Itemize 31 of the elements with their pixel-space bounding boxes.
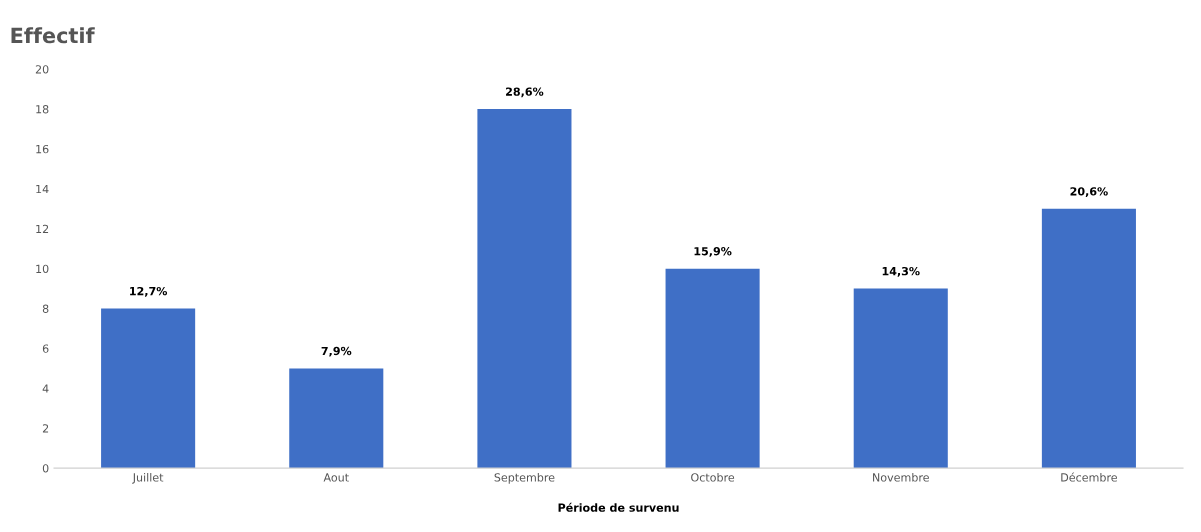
x-tick-label: Septembre bbox=[494, 473, 555, 484]
bar bbox=[101, 308, 196, 469]
y-tick-label: 8 bbox=[42, 304, 49, 313]
bar bbox=[1041, 208, 1136, 469]
annotation: 7,9% bbox=[321, 346, 352, 357]
y-tick-label: 2 bbox=[42, 424, 49, 433]
x-tick-label: Décembre bbox=[1061, 472, 1117, 482]
y-tick-label: 12 bbox=[36, 224, 49, 233]
y-tick-label: 14 bbox=[36, 184, 49, 194]
annotation: 12,7% bbox=[130, 286, 168, 297]
y-tick-label: 4 bbox=[42, 384, 49, 393]
x-tick-label: Octobre bbox=[691, 473, 735, 482]
y-tick-label: 20 bbox=[35, 65, 49, 74]
annotation: 20,6% bbox=[1070, 187, 1108, 197]
y-tick-label: 18 bbox=[36, 105, 49, 114]
y-tick-label: 16 bbox=[36, 144, 49, 154]
x-tick-label: Aout bbox=[323, 473, 349, 482]
x-tick-label: Juillet bbox=[132, 473, 164, 484]
x-axis-title: Période de survenu bbox=[558, 502, 679, 512]
y-tick-label: 6 bbox=[42, 344, 49, 353]
annotation: 14,3% bbox=[882, 266, 920, 277]
y-axis-title: Effectif bbox=[11, 27, 95, 44]
y-tick-label: 10 bbox=[36, 264, 49, 274]
bar bbox=[477, 109, 572, 469]
bar bbox=[853, 288, 948, 469]
y-tick-label: 0 bbox=[42, 464, 49, 473]
annotation: 28,6% bbox=[506, 87, 544, 98]
bar bbox=[665, 268, 760, 469]
x-tick-label: Novembre bbox=[873, 473, 929, 482]
bar bbox=[289, 368, 384, 469]
annotation: 15,9% bbox=[694, 246, 732, 257]
